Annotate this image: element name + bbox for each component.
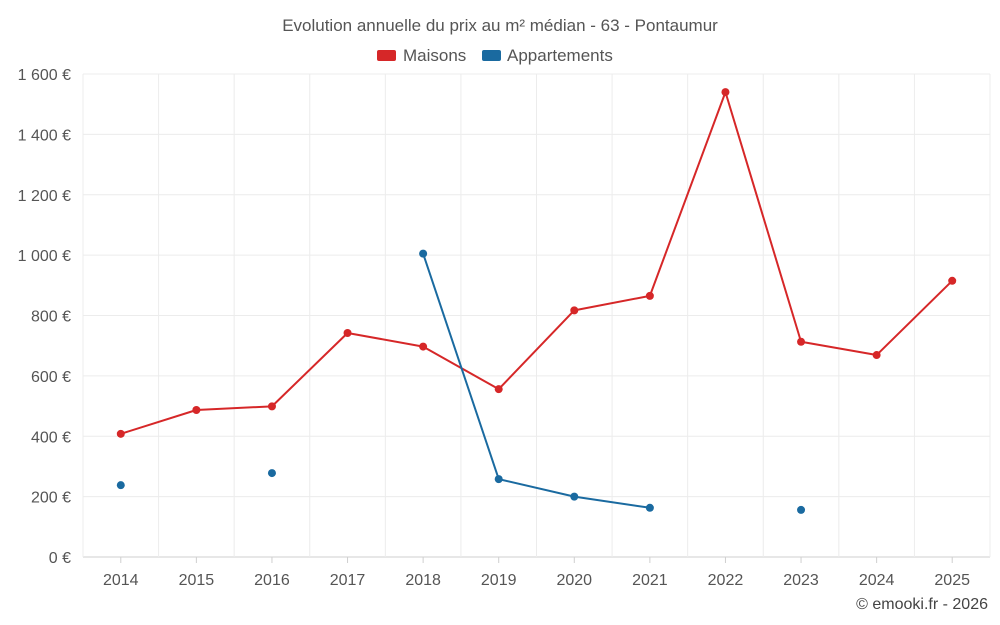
x-axis-ticks: 2014 2015 2016 2017 2018 2019 2020 2021 2022 2023… [103, 557, 970, 589]
data-point-maisons-2023[interactable] [797, 337, 806, 346]
data-point-maisons-2020[interactable] [570, 306, 579, 315]
y-tick-label: 400 € [31, 429, 71, 446]
x-tick-label: 2014 [103, 572, 139, 589]
x-tick-label: 2016 [254, 572, 290, 589]
data-point-maisons-2018[interactable] [419, 342, 428, 351]
x-tick-label: 2022 [708, 572, 744, 589]
legend-swatch-appartements [482, 50, 501, 61]
y-tick-label: 1 200 € [18, 188, 71, 205]
series-layer [116, 88, 957, 514]
y-tick-label: 0 € [49, 550, 71, 567]
series-line-maisons [120, 91, 953, 435]
grid [82, 73, 991, 558]
x-tick-label: 2021 [632, 572, 668, 589]
y-tick-label: 1 400 € [18, 127, 71, 144]
x-tick-label: 2025 [934, 572, 970, 589]
series-appartements [116, 249, 806, 514]
y-axis-ticks: 0 € 200 € 400 € 600 € 800 € 1 000 € 1 200 € 1 4… [18, 67, 71, 567]
data-point-maisons-2019[interactable] [494, 385, 503, 394]
x-tick-label: 2024 [859, 572, 895, 589]
series-line-appartements [422, 253, 651, 509]
legend-swatch-maisons [377, 50, 396, 61]
legend: Maisons Appartements [377, 46, 613, 65]
data-point-maisons-2015[interactable] [192, 405, 201, 414]
y-tick-label: 1 600 € [18, 67, 71, 84]
credit-text: © emooki.fr - 2026 [856, 596, 988, 613]
x-tick-label: 2018 [405, 572, 441, 589]
y-tick-label: 1 000 € [18, 248, 71, 265]
data-point-maisons-2016[interactable] [267, 402, 276, 411]
data-point-appartements-2023[interactable] [797, 505, 806, 514]
x-tick-label: 2020 [556, 572, 592, 589]
data-point-appartements-2019[interactable] [494, 475, 503, 484]
y-tick-label: 600 € [31, 369, 71, 386]
data-point-maisons-2017[interactable] [343, 329, 352, 338]
legend-label-maisons[interactable]: Maisons [403, 46, 466, 65]
data-point-appartements-2021[interactable] [645, 503, 654, 512]
legend-label-appartements[interactable]: Appartements [507, 46, 613, 65]
data-point-appartements-2018[interactable] [419, 249, 428, 258]
y-tick-label: 200 € [31, 490, 71, 507]
data-point-appartements-2020[interactable] [570, 492, 579, 501]
data-point-maisons-2014[interactable] [116, 429, 125, 438]
data-point-maisons-2024[interactable] [872, 351, 881, 360]
data-point-maisons-2021[interactable] [645, 291, 654, 300]
data-point-appartements-2014[interactable] [116, 481, 125, 490]
chart-title: Evolution annuelle du prix au m² médian … [282, 16, 718, 35]
x-tick-label: 2015 [179, 572, 215, 589]
x-tick-label: 2017 [330, 572, 366, 589]
series-maisons [116, 88, 957, 438]
data-point-maisons-2025[interactable] [948, 276, 957, 285]
data-point-appartements-2016[interactable] [267, 469, 276, 478]
y-tick-label: 800 € [31, 309, 71, 326]
x-tick-label: 2023 [783, 572, 819, 589]
data-point-maisons-2022[interactable] [721, 88, 730, 97]
x-tick-label: 2019 [481, 572, 517, 589]
